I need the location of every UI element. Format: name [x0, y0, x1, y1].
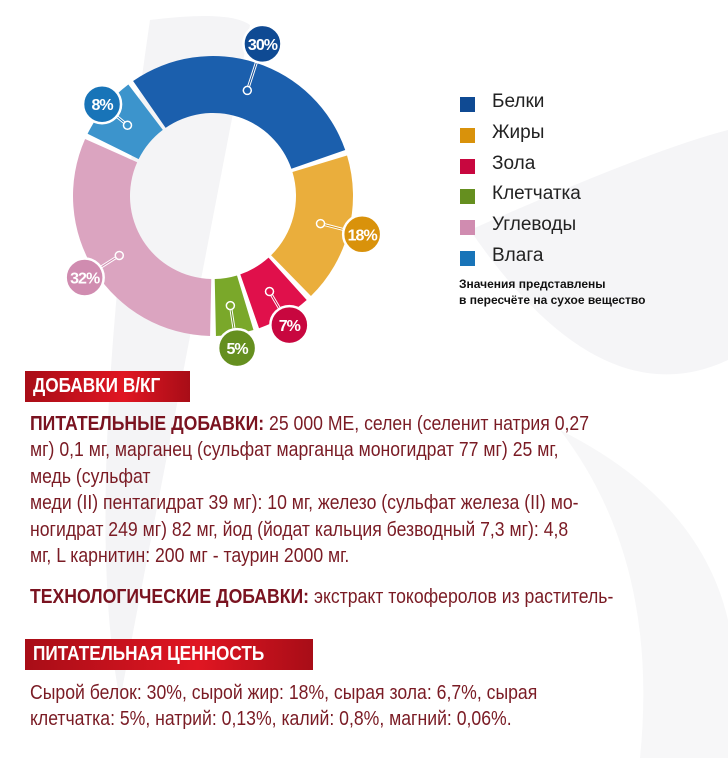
- additives-heading: ДОБАВКИ В/КГ: [25, 371, 190, 402]
- text-line: медь (сульфат: [30, 464, 151, 488]
- value-bubble: [269, 304, 310, 346]
- value-bubble: [64, 257, 105, 298]
- value-bubble: [242, 23, 283, 65]
- value-bubble: [341, 214, 383, 255]
- data-label: 7%: [279, 318, 301, 335]
- donut-segment-4: [72, 139, 212, 336]
- donut-segment-1: [271, 155, 353, 297]
- nutritional-additives-text: ПИТАТЕЛЬНЫЕ ДОБАВКИ: 25 000 МЕ, селен (с…: [30, 411, 680, 569]
- legend-label: Углеводы: [492, 214, 577, 236]
- legend-swatch: [460, 127, 475, 143]
- data-label: 8%: [91, 97, 113, 114]
- text-line: меди (II) пентагидрат 39 мг): 10 мг, жел…: [30, 491, 579, 515]
- callout-dot: [114, 250, 125, 261]
- data-label: 30%: [248, 37, 278, 54]
- legend-label: Зола: [492, 152, 536, 174]
- chart-note: Значения представлены в пересчёте на сух…: [459, 276, 645, 308]
- text-line: мг) 0,1 мг, марганец (сульфат марганца м…: [30, 438, 559, 462]
- callout-dot: [315, 218, 326, 229]
- text-line: ногидрат 249 мг) 82 мг, йод (йодат кальц…: [30, 517, 569, 541]
- text-line: клетчатка: 5%, натрий: 0,13%, калий: 0,8…: [30, 707, 512, 731]
- donut-chart: 32% 8% 30% 18% 7% 5%: [64, 23, 383, 369]
- text-line: 25 000 МЕ, селен (селенит натрия 0,27: [264, 412, 590, 435]
- nutritional-additives-label: ПИТАТЕЛЬНЫЕ ДОБАВКИ:: [30, 412, 265, 435]
- text-line: мг, L карнитин: 200 мг - таурин 2000 мг.: [30, 543, 350, 567]
- legend-swatch: [460, 97, 475, 112]
- legend-swatch: [460, 220, 475, 236]
- note-line: в пересчёте на сухое вещество: [459, 293, 646, 307]
- nutrition-text: Сырой белок: 30%, сырой жир: 18%, сырая …: [30, 680, 620, 733]
- data-label: 32%: [70, 270, 100, 287]
- callout-dot: [122, 120, 133, 130]
- technological-additives-label: ТЕХНОЛОГИЧЕСКИЕ ДОБАВКИ:: [30, 585, 310, 608]
- nutrition-heading: ПИТАТЕЛЬНАЯ ЦЕННОСТЬ: [25, 639, 313, 670]
- callout-dot: [264, 286, 275, 297]
- legend-swatch: [460, 158, 475, 174]
- text-line: Сырой белок: 30%, сырой жир: 18%, сырая …: [30, 681, 538, 704]
- note-line: Значения представлены: [459, 277, 606, 291]
- donut-segment-0: [133, 56, 346, 169]
- value-bubble: [216, 327, 258, 369]
- legend-swatch: [460, 250, 475, 266]
- legend-label: Влага: [492, 244, 544, 266]
- text-line: экстракт токоферолов из раститель-: [309, 585, 614, 608]
- callout-dot: [242, 85, 253, 96]
- callout-dot: [225, 300, 236, 311]
- legend-label: Жиры: [492, 121, 545, 143]
- nutrition-heading-text: ПИТАТЕЛЬНАЯ ЦЕННОСТЬ: [33, 643, 265, 665]
- technological-additives-text: ТЕХНОЛОГИЧЕСКИЕ ДОБАВКИ: экстракт токофе…: [30, 584, 708, 610]
- additives-heading-text: ДОБАВКИ В/КГ: [33, 375, 161, 397]
- legend-label: Белки: [492, 91, 545, 112]
- value-bubble: [81, 83, 123, 125]
- legend-swatch: [460, 189, 475, 205]
- legend-label: Клетчатка: [492, 183, 581, 205]
- data-label: 5%: [227, 341, 249, 358]
- data-label: 18%: [348, 227, 378, 244]
